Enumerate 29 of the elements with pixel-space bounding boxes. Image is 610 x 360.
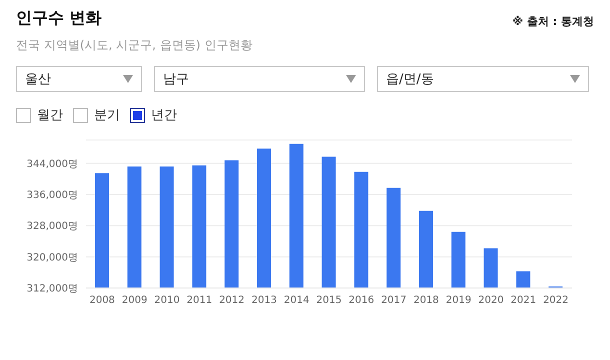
x-tick-label: 2016: [348, 295, 374, 306]
x-tick-label: 2009: [122, 295, 148, 306]
x-tick-label: 2008: [89, 295, 115, 306]
chart-title: 인구수 변화: [16, 8, 102, 29]
x-tick-label: 2022: [543, 295, 569, 306]
text: 읍/면/동: [386, 71, 434, 88]
text: 년간: [151, 107, 177, 124]
chart-subtitle: 전국 지역별(시도, 시군구, 읍면동) 인구현황: [15, 37, 254, 54]
text: 분기: [94, 107, 120, 124]
text: 남구: [163, 71, 189, 88]
x-tick-label: 2020: [478, 295, 504, 306]
x-tick-label: 2012: [219, 295, 245, 306]
y-tick-label: 312,000명: [26, 284, 78, 295]
text: 월간: [37, 107, 63, 124]
x-tick-label: 2021: [510, 295, 536, 306]
y-tick-label: 344,000명: [26, 158, 78, 170]
x-tick-label: 2018: [413, 295, 439, 306]
x-tick-label: 2017: [381, 295, 407, 306]
y-tick-label: 320,000명: [26, 252, 78, 264]
text: ※ 출처 : 통계청: [512, 14, 594, 29]
y-tick-label: 328,000명: [26, 221, 78, 232]
x-tick-label: 2019: [446, 295, 472, 306]
x-tick-label: 2014: [284, 295, 310, 306]
x-tick-label: 2013: [251, 295, 277, 306]
x-tick-label: 2010: [154, 295, 180, 306]
x-tick-label: 2015: [316, 295, 342, 306]
text: 울산: [25, 71, 51, 88]
y-tick-label: 336,000명: [26, 190, 78, 202]
x-tick-label: 2011: [186, 295, 212, 306]
